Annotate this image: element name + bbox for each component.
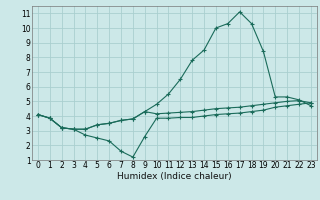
X-axis label: Humidex (Indice chaleur): Humidex (Indice chaleur) [117,172,232,181]
